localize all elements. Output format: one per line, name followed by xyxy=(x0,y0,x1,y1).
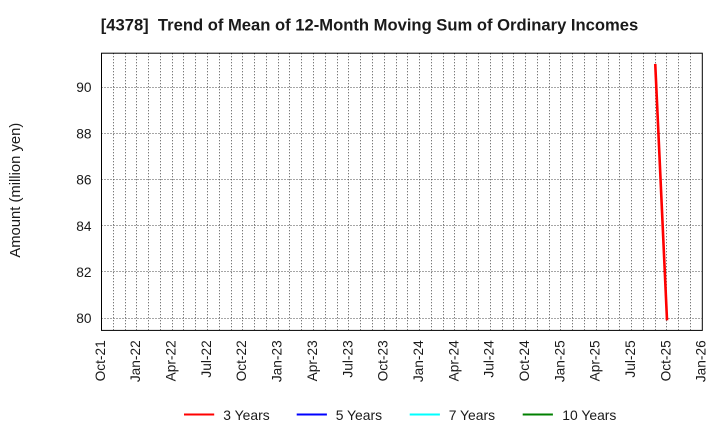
svg-text:Jul-25: Jul-25 xyxy=(623,340,638,378)
svg-text:Jan-24: Jan-24 xyxy=(411,340,426,382)
svg-text:Jul-22: Jul-22 xyxy=(199,340,214,377)
svg-text:84: 84 xyxy=(76,219,92,234)
svg-text:Jul-24: Jul-24 xyxy=(482,340,497,378)
svg-text:Oct-21: Oct-21 xyxy=(93,340,108,381)
svg-text:80: 80 xyxy=(76,311,92,326)
svg-text:Jan-22: Jan-22 xyxy=(128,340,143,382)
svg-text:86: 86 xyxy=(76,173,92,188)
svg-text:[4378] Trend of Mean of 12-Mo: [4378] Trend of Mean of 12-Month Moving … xyxy=(101,16,639,35)
svg-text:10 Years: 10 Years xyxy=(562,407,616,423)
svg-text:Apr-23: Apr-23 xyxy=(305,340,320,381)
svg-text:Apr-24: Apr-24 xyxy=(446,340,461,381)
svg-text:88: 88 xyxy=(76,126,92,141)
svg-text:Jan-25: Jan-25 xyxy=(552,340,567,382)
svg-text:Oct-23: Oct-23 xyxy=(376,340,391,381)
svg-text:90: 90 xyxy=(76,80,92,95)
svg-text:Oct-25: Oct-25 xyxy=(658,340,673,381)
svg-text:5 Years: 5 Years xyxy=(336,407,382,423)
svg-text:Oct-24: Oct-24 xyxy=(517,340,532,381)
svg-text:82: 82 xyxy=(76,265,91,280)
svg-text:Oct-22: Oct-22 xyxy=(234,340,249,381)
svg-text:7 Years: 7 Years xyxy=(449,407,495,423)
svg-text:Jan-23: Jan-23 xyxy=(270,340,285,382)
svg-text:3 Years: 3 Years xyxy=(223,407,269,423)
svg-text:Apr-22: Apr-22 xyxy=(164,340,179,381)
svg-text:Amount (million yen): Amount (million yen) xyxy=(8,123,24,258)
svg-text:Jul-23: Jul-23 xyxy=(340,340,355,378)
svg-text:Apr-25: Apr-25 xyxy=(588,340,603,381)
svg-text:Jan-26: Jan-26 xyxy=(694,340,709,382)
